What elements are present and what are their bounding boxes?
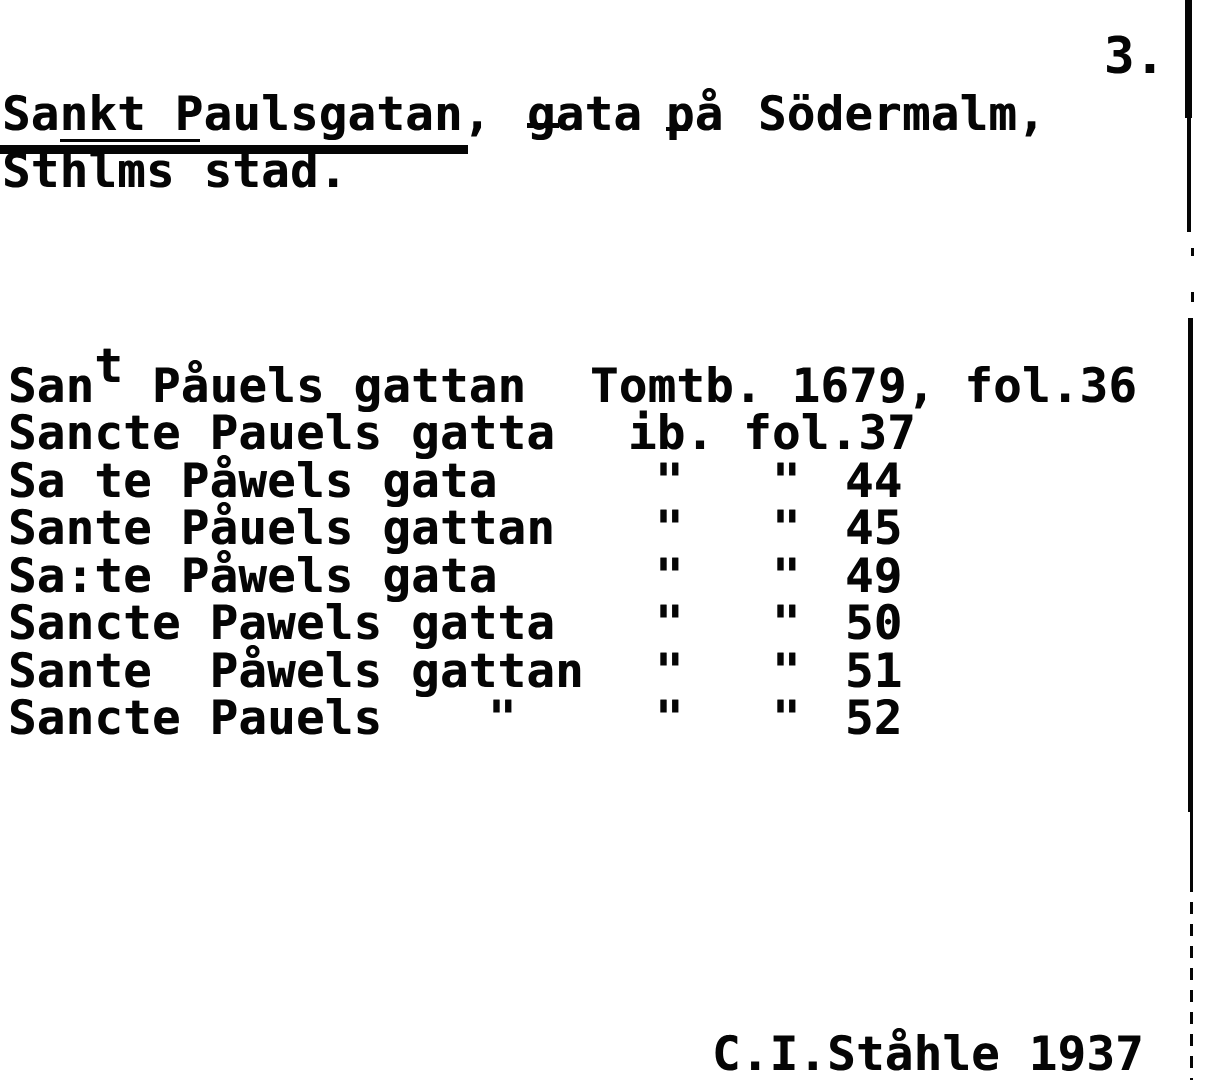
ditto-mark: " xyxy=(488,691,517,746)
variant-name: Sa te Påwels gata xyxy=(8,454,498,509)
folio-number: 51 xyxy=(845,644,903,699)
variant-superscript: t xyxy=(94,339,124,394)
variant-row: Sa:te Påwels gata " " 49 xyxy=(8,552,1200,602)
variant-row: Sante Påwels gattan " " 51 xyxy=(8,647,1200,697)
variant-name: Sancte Pauels gatta xyxy=(8,406,556,461)
folio-number: 45 xyxy=(845,501,903,556)
scan-edge-dot xyxy=(1191,248,1194,256)
scan-edge-line xyxy=(1187,118,1191,232)
header-preposition: på xyxy=(666,87,724,142)
ditto-mark: " xyxy=(655,644,684,699)
variant-row: Sancte Pawels gatta " " 50 xyxy=(8,599,1200,649)
ditto-mark: " xyxy=(772,644,801,699)
preposition-underline xyxy=(666,127,688,131)
ditto-mark: " xyxy=(655,596,684,651)
page-number: 3. xyxy=(1104,27,1166,85)
ditto-mark: " xyxy=(772,454,801,509)
ditto-mark: " xyxy=(655,691,684,746)
scan-edge-line xyxy=(1185,0,1192,118)
variant-name: Sante Påwels gattan xyxy=(8,644,584,699)
headword-underline-fragment xyxy=(60,139,200,142)
variant-name: Sant Påuels gattan xyxy=(8,339,526,414)
ditto-mark: " xyxy=(655,454,684,509)
variant-name: Sancte Pauels xyxy=(8,691,383,746)
header-category: gata xyxy=(527,87,643,142)
variant-ref: ib. fol.37 xyxy=(628,406,916,461)
variant-name: Sa:te Påwels gata xyxy=(8,549,498,604)
category-underline xyxy=(527,123,559,128)
scan-edge-line xyxy=(1190,812,1193,880)
header-line2: Sthlms stad. xyxy=(2,144,348,199)
scan-edge-line xyxy=(1188,318,1193,812)
ditto-mark: " xyxy=(772,596,801,651)
folio-number: 44 xyxy=(845,454,903,509)
variant-row: Sante Påuels gattan " " 45 xyxy=(8,504,1200,554)
header-district: Södermalm, xyxy=(758,87,1046,142)
variant-name: Sante Påuels gattan xyxy=(8,501,556,556)
headword-underline xyxy=(0,145,468,154)
variant-list: Sant Påuels gattan Tomtb. 1679, fol.36 S… xyxy=(8,0,1208,1080)
variant-row: Sancte Pauels gatta ib. fol.37 xyxy=(8,409,1200,459)
scan-edge-line-dashed xyxy=(1190,880,1193,1080)
variant-ref: Tomtb. 1679, fol.36 xyxy=(590,359,1138,414)
variant-name: Sancte Pawels gatta xyxy=(8,596,556,651)
folio-number: 49 xyxy=(845,549,903,604)
scan-edge-dot xyxy=(1191,292,1194,302)
ditto-mark: " xyxy=(772,691,801,746)
ditto-mark: " xyxy=(772,501,801,556)
ditto-mark: " xyxy=(655,549,684,604)
ditto-mark: " xyxy=(772,549,801,604)
variant-row: Sancte Pauels " " " 52 xyxy=(8,694,1200,744)
variant-name-pre: San xyxy=(8,359,95,414)
headword: Sankt Paulsgatan, xyxy=(2,87,492,142)
author-signature: C.I.Ståhle 1937 xyxy=(712,1027,1144,1080)
folio-number: 50 xyxy=(845,596,903,651)
variant-row: Sant Påuels gattan Tomtb. 1679, fol.36 xyxy=(8,342,1200,414)
folio-number: 52 xyxy=(845,691,903,746)
ditto-mark: " xyxy=(655,501,684,556)
variant-name-post: Påuels gattan xyxy=(123,359,527,414)
variant-row: Sa te Påwels gata " " 44 xyxy=(8,457,1200,507)
